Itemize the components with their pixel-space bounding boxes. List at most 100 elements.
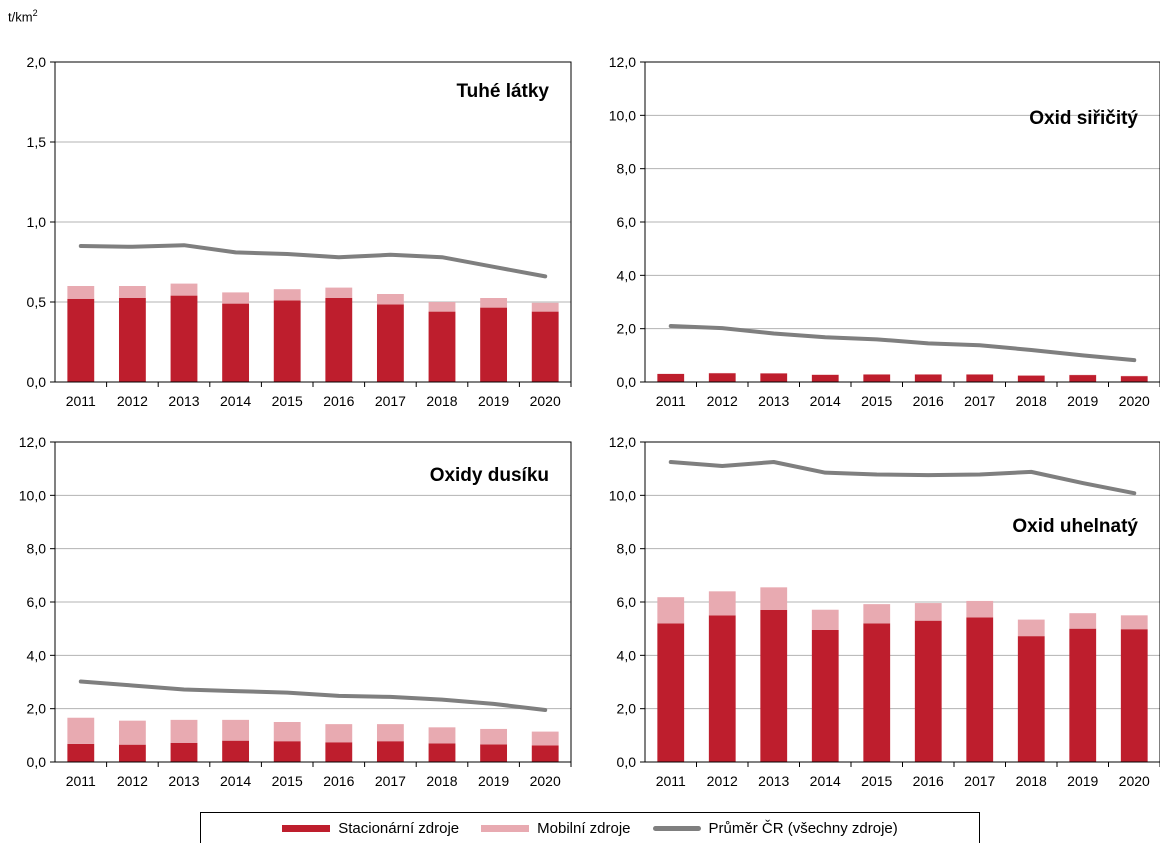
y-tick-label: 8,0 bbox=[27, 541, 47, 557]
bar-mobile bbox=[67, 717, 95, 744]
legend-swatch-mobile bbox=[481, 824, 530, 832]
y-tick-label: 2,0 bbox=[617, 321, 637, 337]
bar-stationary bbox=[708, 373, 736, 382]
x-tick-label: 2013 bbox=[168, 773, 199, 789]
bar-stationary bbox=[273, 300, 301, 382]
plot-frame bbox=[644, 61, 1160, 383]
x-tick-label: 2017 bbox=[964, 393, 995, 409]
bar-stationary bbox=[1017, 375, 1045, 382]
bar-stationary bbox=[1120, 376, 1148, 382]
y-tick-label: 10,0 bbox=[609, 487, 636, 503]
bar-mobile bbox=[222, 292, 250, 304]
bar-mobile bbox=[67, 286, 95, 299]
bar-mobile bbox=[966, 600, 994, 618]
bar-mobile bbox=[531, 302, 559, 312]
charts-area: 0,0 0,5 1,0 1,5 2,0 2011 2012 2013 2014 2015 2016 2… bbox=[19, 54, 1160, 789]
bar-stationary bbox=[531, 745, 559, 762]
y-tick-label: 12,0 bbox=[19, 434, 46, 450]
x-tick-label: 2020 bbox=[1119, 393, 1150, 409]
x-tick-label: 2019 bbox=[1067, 773, 1098, 789]
bar-stationary bbox=[1017, 636, 1045, 762]
bar-stationary bbox=[966, 617, 994, 762]
x-tick-label: 2015 bbox=[861, 773, 892, 789]
y-tick-label: 10,0 bbox=[609, 107, 636, 123]
chart-title: Tuhé látky bbox=[456, 81, 549, 102]
legend-label-average: Průměr ČR (všechny zdroje) bbox=[708, 819, 898, 837]
y-tick-label: 12,0 bbox=[609, 54, 636, 70]
bar-mobile bbox=[118, 720, 146, 745]
bar-mobile bbox=[708, 591, 736, 616]
bar-stationary bbox=[863, 623, 891, 762]
x-tick-label: 2012 bbox=[117, 773, 148, 789]
bar-mobile bbox=[480, 298, 508, 308]
y-tick-label: 0,0 bbox=[27, 754, 47, 770]
y-tick-label: 1,5 bbox=[27, 134, 47, 150]
x-tick-label: 2011 bbox=[656, 773, 686, 789]
bar-stationary bbox=[428, 743, 456, 762]
bar-stationary bbox=[1069, 375, 1097, 382]
legend-swatch-stationary bbox=[282, 824, 331, 832]
y-tick-label: 8,0 bbox=[617, 541, 637, 557]
bar-mobile bbox=[170, 283, 198, 296]
bar-mobile bbox=[1069, 613, 1097, 629]
x-tick-label: 2018 bbox=[426, 393, 457, 409]
x-tick-label: 2018 bbox=[1016, 393, 1047, 409]
bar-mobile bbox=[863, 604, 891, 624]
legend-swatch-average bbox=[652, 825, 701, 831]
bar-stationary bbox=[531, 311, 559, 382]
y-tick-label: 10,0 bbox=[19, 487, 46, 503]
bar-stationary bbox=[170, 742, 198, 762]
x-tick-label: 2019 bbox=[1067, 393, 1098, 409]
x-tick-label: 2013 bbox=[168, 393, 199, 409]
bar-mobile bbox=[657, 597, 685, 624]
bar-stationary bbox=[966, 374, 994, 382]
bar-mobile bbox=[325, 724, 353, 743]
x-tick-label: 2013 bbox=[758, 773, 789, 789]
bar-mobile bbox=[914, 603, 942, 621]
y-tick-label: 0,5 bbox=[27, 294, 47, 310]
bar-stationary bbox=[760, 373, 788, 382]
x-tick-label: 2017 bbox=[375, 773, 406, 789]
x-tick-label: 2018 bbox=[1016, 773, 1047, 789]
bar-stationary bbox=[376, 304, 404, 382]
x-tick-label: 2014 bbox=[220, 773, 251, 789]
x-tick-label: 2012 bbox=[117, 393, 148, 409]
bar-mobile bbox=[1120, 615, 1148, 630]
x-tick-label: 2015 bbox=[272, 773, 303, 789]
chart-oxidy-dusiku: 0,0 2,0 4,0 6,0 8,0 10,0 12,0 2011 2012 2013 2014 2… bbox=[19, 434, 572, 789]
x-tick-label: 2017 bbox=[964, 773, 995, 789]
legend-item-average: Průměr ČR (všechny zdroje) bbox=[652, 819, 898, 837]
bar-stationary bbox=[914, 620, 942, 762]
bar-stationary bbox=[325, 742, 353, 762]
bar-mobile bbox=[811, 609, 839, 630]
x-tick-label: 2014 bbox=[810, 393, 841, 409]
bar-mobile bbox=[273, 722, 301, 742]
x-tick-label: 2011 bbox=[66, 393, 96, 409]
y-tick-label: 2,0 bbox=[27, 54, 47, 70]
line-average bbox=[78, 243, 548, 279]
y-tick-label: 12,0 bbox=[609, 434, 636, 450]
y-tick-label: 0,0 bbox=[617, 754, 637, 770]
bar-mobile bbox=[325, 287, 353, 298]
x-tick-label: 2019 bbox=[478, 393, 509, 409]
bar-mobile bbox=[118, 286, 146, 298]
bar-stationary bbox=[480, 307, 508, 382]
bar-stationary bbox=[67, 298, 95, 382]
bar-mobile bbox=[531, 731, 559, 746]
plot-frame bbox=[54, 441, 572, 763]
bar-stationary bbox=[222, 740, 250, 762]
chart-tuhe-latky: 0,0 0,5 1,0 1,5 2,0 2011 2012 2013 2014 2015 2016 2… bbox=[27, 54, 572, 409]
y-tick-label: 8,0 bbox=[617, 161, 637, 177]
bar-mobile bbox=[480, 728, 508, 745]
bar-stationary bbox=[657, 623, 685, 762]
bar-stationary bbox=[325, 298, 353, 382]
bar-stationary bbox=[118, 744, 146, 762]
bar-stationary bbox=[170, 295, 198, 382]
bar-mobile bbox=[273, 289, 301, 301]
bar-mobile bbox=[760, 587, 788, 610]
bar-mobile bbox=[428, 302, 456, 312]
legend-label-stationary: Stacionární zdroje bbox=[338, 819, 460, 837]
plot-frame bbox=[54, 61, 572, 383]
bar-stationary bbox=[708, 615, 736, 762]
line-average bbox=[78, 679, 548, 712]
